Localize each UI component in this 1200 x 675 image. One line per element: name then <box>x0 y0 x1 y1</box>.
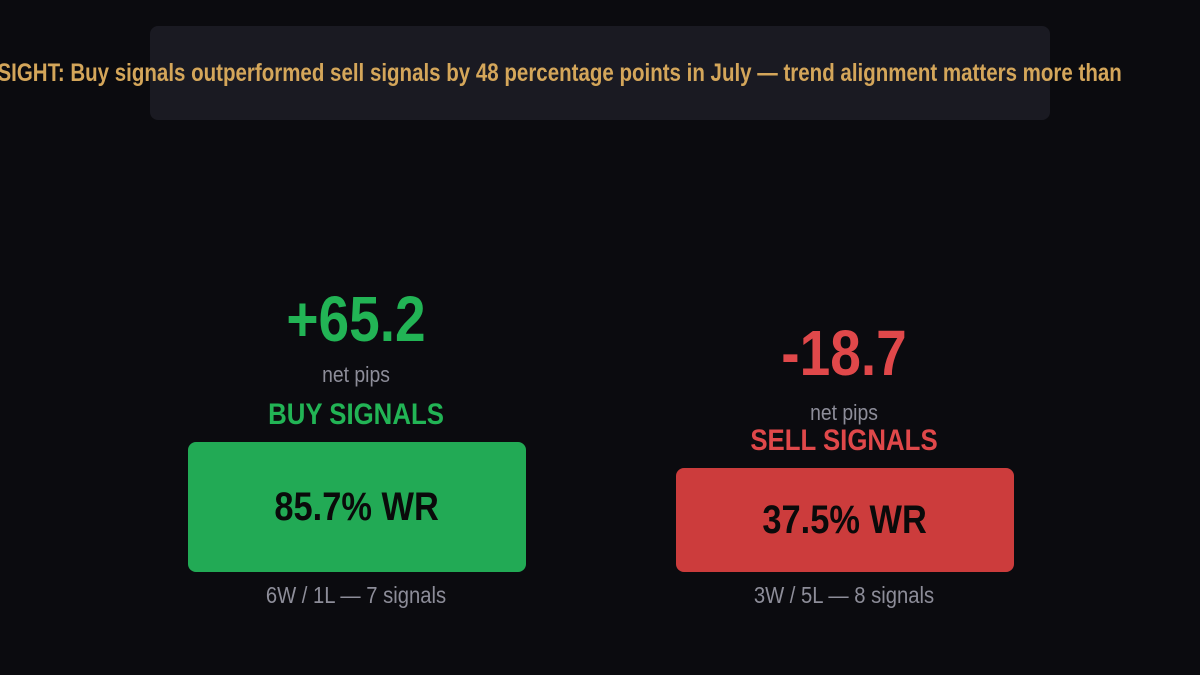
insight-text: KEY INSIGHT: Buy signals outperformed se… <box>0 59 1122 87</box>
buy-win-rate-card: 85.7% WR <box>188 442 526 572</box>
insight-banner <box>150 26 1050 120</box>
buy-record: 6W / 1L — 7 signals <box>265 582 447 608</box>
buy-signals-title: BUY SIGNALS <box>268 398 444 431</box>
sell-win-rate: 37.5% WR <box>762 497 928 542</box>
buy-win-rate: 85.7% WR <box>274 484 440 529</box>
sell-win-rate-card: 37.5% WR <box>676 468 1014 572</box>
sell-record: 3W / 5L — 8 signals <box>753 582 935 608</box>
sell-signals-title: SELL SIGNALS <box>750 424 938 457</box>
buy-net-pips-value: +65.2 <box>286 283 426 355</box>
buy-net-pips-label: net pips <box>322 362 390 387</box>
sell-net-pips-value: -18.7 <box>781 317 907 389</box>
sell-net-pips-label: net pips <box>810 400 878 425</box>
